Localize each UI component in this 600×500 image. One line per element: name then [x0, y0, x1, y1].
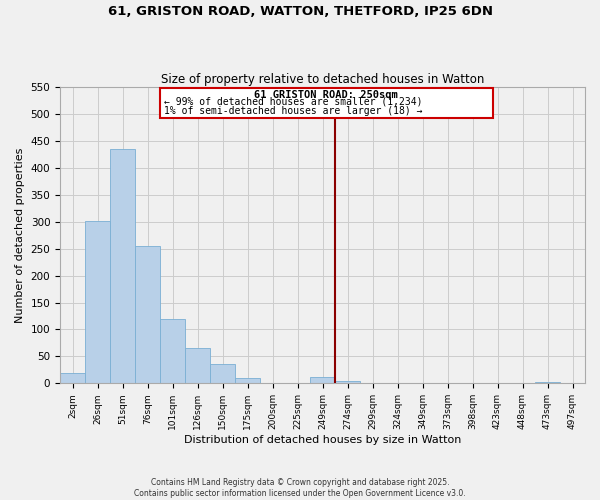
Bar [210, 364, 235, 384]
Text: Contains HM Land Registry data © Crown copyright and database right 2025.
Contai: Contains HM Land Registry data © Crown c… [134, 478, 466, 498]
FancyBboxPatch shape [160, 88, 493, 118]
Bar [235, 378, 260, 384]
Bar [310, 377, 335, 384]
Text: 1% of semi-detached houses are larger (18) →: 1% of semi-detached houses are larger (1… [164, 106, 422, 116]
Bar [535, 382, 560, 384]
Bar [110, 149, 135, 384]
Y-axis label: Number of detached properties: Number of detached properties [15, 148, 25, 323]
Text: 61, GRISTON ROAD, WATTON, THETFORD, IP25 6DN: 61, GRISTON ROAD, WATTON, THETFORD, IP25… [107, 5, 493, 18]
Bar [185, 348, 210, 384]
Bar [60, 372, 85, 384]
Bar [335, 381, 360, 384]
Text: 61 GRISTON ROAD: 250sqm: 61 GRISTON ROAD: 250sqm [254, 90, 398, 100]
X-axis label: Distribution of detached houses by size in Watton: Distribution of detached houses by size … [184, 435, 461, 445]
Text: ← 99% of detached houses are smaller (1,234): ← 99% of detached houses are smaller (1,… [164, 96, 422, 106]
Title: Size of property relative to detached houses in Watton: Size of property relative to detached ho… [161, 73, 484, 86]
Bar [85, 220, 110, 384]
Bar [160, 318, 185, 384]
Bar [135, 246, 160, 384]
